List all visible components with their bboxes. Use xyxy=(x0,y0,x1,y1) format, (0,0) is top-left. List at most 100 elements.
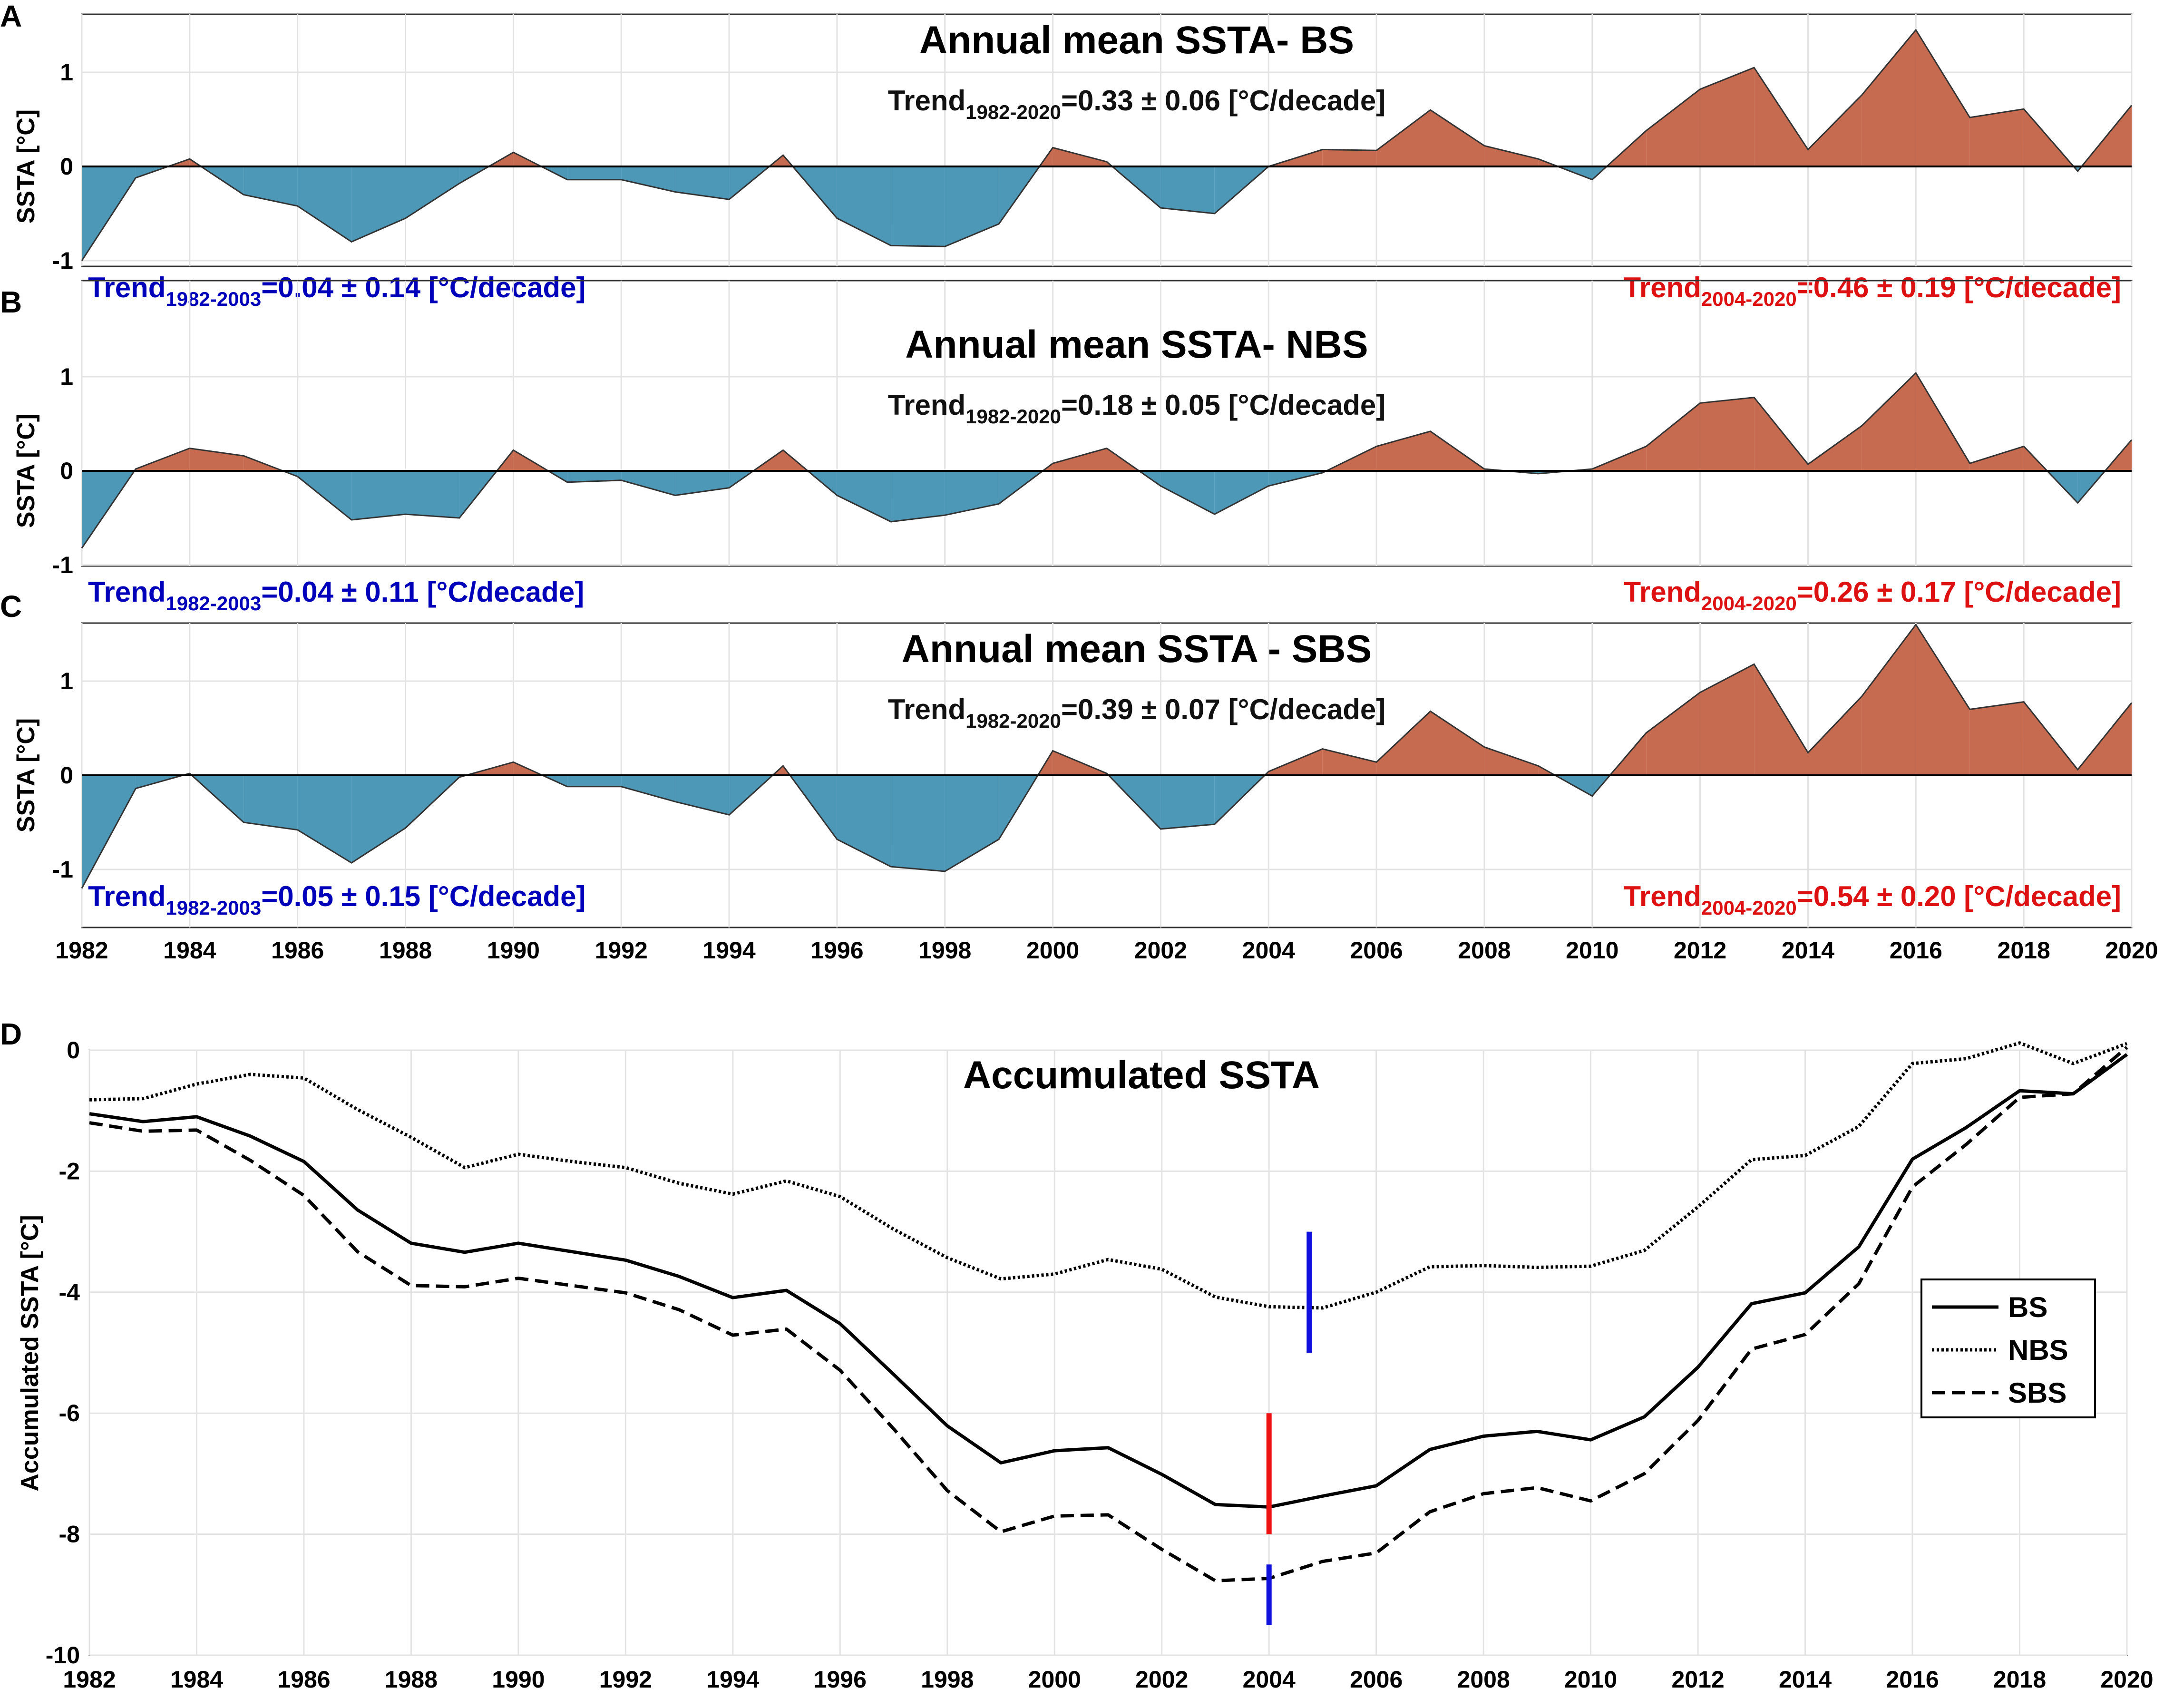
panel-d-xticks: 1982 1984 1986 1988 1990 1992 1994 1996 … xyxy=(63,1666,2153,1693)
positive-anomaly-area xyxy=(1646,403,1700,471)
negative-anomaly-area xyxy=(837,775,891,867)
panel-d-xtick: 2010 xyxy=(1564,1666,1617,1693)
panel-c-ytick: 1 xyxy=(60,668,73,694)
positive-anomaly-area xyxy=(1053,448,1107,471)
negative-anomaly-area xyxy=(945,166,999,247)
positive-anomaly-area xyxy=(1053,147,1107,166)
panel-d-title: Accumulated SSTA xyxy=(963,1054,1320,1097)
panel-d-xtick: 2020 xyxy=(2100,1666,2153,1693)
panel-d-ytick: -4 xyxy=(59,1279,80,1306)
panel-a-ytick: 1 xyxy=(60,59,73,86)
panel-a-yticks: -1 0 1 xyxy=(52,59,73,274)
panel-c-xtick: 1990 xyxy=(487,937,540,964)
panel-letter-d: D xyxy=(0,1017,22,1051)
positive-anomaly-area xyxy=(1808,696,1862,775)
panel-c-xtick: 1994 xyxy=(702,937,755,964)
series-line-sbs xyxy=(89,1045,2128,1582)
panel-c-xtick: 2010 xyxy=(1566,937,1618,964)
panel-c-yticks: -1 0 1 xyxy=(52,668,73,883)
negative-anomaly-area xyxy=(567,471,622,482)
negative-anomaly-area xyxy=(82,775,136,888)
panel-a-ytick: -1 xyxy=(52,247,73,274)
panel-c-trend-early: Trend1982-2003=0.05 ± 0.15 [°C/decade] xyxy=(88,880,585,919)
negative-anomaly-area xyxy=(405,166,459,218)
panel-letter-c: C xyxy=(0,589,22,624)
panel-b-trend-total: Trend1982-2020=0.18 ± 0.05 [°C/decade] xyxy=(888,389,1385,428)
positive-anomaly-area xyxy=(1646,692,1700,775)
positive-anomaly-area xyxy=(1862,373,1916,471)
panel-a-trend-early: Trend1982-2003=0.04 ± 0.14 [°C/decade] xyxy=(88,272,585,310)
panel-d-ytick: -6 xyxy=(59,1400,80,1426)
positive-anomaly-area xyxy=(1862,625,1916,775)
panel-a-ylabel: SSTA [°C] xyxy=(12,109,40,224)
panel-c-xtick: 1986 xyxy=(271,937,324,964)
negative-anomaly-area xyxy=(351,166,406,242)
positive-anomaly-area xyxy=(1430,110,1484,166)
panel-d-xtick: 1996 xyxy=(814,1666,867,1693)
panel-c-xtick: 2018 xyxy=(1998,937,2050,964)
positive-anomaly-area xyxy=(1484,146,1539,166)
anomaly-line xyxy=(81,371,2133,549)
legend-box xyxy=(1920,1279,2096,1418)
panel-c-xtick: 2012 xyxy=(1674,937,1726,964)
panel-d-xtick: 2012 xyxy=(1671,1666,1724,1693)
panel-c-xtick: 2006 xyxy=(1350,937,1403,964)
negative-anomaly-area xyxy=(244,775,298,830)
panel-b-ytick: -1 xyxy=(52,552,73,578)
panel-c-title: Annual mean SSTA - SBS xyxy=(902,627,1372,671)
legend-label-bs: BS xyxy=(2008,1291,2047,1323)
panel-c-xtick: 2014 xyxy=(1782,937,1834,964)
positive-anomaly-area xyxy=(1754,68,1808,166)
positive-anomaly-area xyxy=(1916,373,1970,471)
panel-d-ytick: -8 xyxy=(59,1521,80,1548)
panel-c-trend-total: Trend1982-2020=0.39 ± 0.07 [°C/decade] xyxy=(888,693,1385,732)
panel-d-xtick: 2000 xyxy=(1028,1666,1081,1693)
panel-d-xtick: 2014 xyxy=(1779,1666,1832,1693)
negative-anomaly-area xyxy=(675,166,730,200)
panel-c-area xyxy=(81,623,2133,889)
panel-d-markers xyxy=(1266,1231,1312,1625)
positive-anomaly-area xyxy=(1916,29,1970,167)
panel-letter-a: A xyxy=(0,0,22,33)
panel-b-title: Annual mean SSTA- NBS xyxy=(905,323,1368,366)
negative-anomaly-area xyxy=(1160,166,1215,214)
positive-anomaly-area xyxy=(1969,109,2024,166)
panel-b: B -1 0 1 SSTA [°C] Annual mean SSTA- NBS… xyxy=(0,280,2133,615)
panel-d: D -10 -8 -6 -4 -2 0 1982 1984 1986 1988 … xyxy=(0,1017,2154,1693)
panel-a-trend-total: Trend1982-2020=0.33 ± 0.06 [°C/decade] xyxy=(888,85,1385,123)
positive-anomaly-area xyxy=(1969,702,2024,775)
panel-d-grid xyxy=(88,1049,2128,1656)
anomaly-line xyxy=(81,623,2133,889)
panel-a: A -1 0 1 SSTA [°C] Annual mean SSTA- BS … xyxy=(0,0,2133,310)
negative-anomaly-area xyxy=(405,471,459,518)
negative-anomaly-area xyxy=(297,471,352,520)
positive-anomaly-area xyxy=(1322,749,1377,775)
panel-b-ytick: 1 xyxy=(60,363,73,390)
panel-d-xtick: 1986 xyxy=(277,1666,330,1693)
panel-d-yticks: -10 -8 -6 -4 -2 0 xyxy=(46,1037,80,1669)
positive-anomaly-area xyxy=(1700,397,1755,471)
positive-anomaly-area xyxy=(1862,29,1916,167)
panel-b-yticks: -1 0 1 xyxy=(52,363,73,578)
legend-label-nbs: NBS xyxy=(2008,1334,2068,1366)
panel-c-ytick: -1 xyxy=(52,856,73,883)
negative-anomaly-area xyxy=(567,166,622,180)
panel-c-xtick: 2002 xyxy=(1134,937,1187,964)
panel-d-xtick: 2006 xyxy=(1350,1666,1403,1693)
panel-c-xticks: 1982 1984 1986 1988 1990 1992 1994 1996 … xyxy=(55,937,2158,964)
positive-anomaly-area xyxy=(1916,625,1970,775)
negative-anomaly-area xyxy=(351,471,406,520)
panel-c-trend-late: Trend2004-2020=0.54 ± 0.20 [°C/decade] xyxy=(1624,880,2121,919)
panel-b-trend-early: Trend1982-2003=0.04 ± 0.11 [°C/decade] xyxy=(88,576,584,615)
panel-b-area xyxy=(81,371,2133,549)
panel-d-ytick: -10 xyxy=(46,1642,80,1669)
panel-c-xtick: 1984 xyxy=(163,937,216,964)
panel-d-xtick: 1982 xyxy=(63,1666,116,1693)
panel-d-xtick: 2008 xyxy=(1457,1666,1510,1693)
negative-anomaly-area xyxy=(837,471,891,522)
positive-anomaly-area xyxy=(1430,711,1484,775)
positive-anomaly-area xyxy=(1376,110,1431,166)
panel-c-xtick: 1988 xyxy=(379,937,432,964)
panel-c-xtick: 1982 xyxy=(55,937,108,964)
panel-d-xtick: 2002 xyxy=(1135,1666,1188,1693)
